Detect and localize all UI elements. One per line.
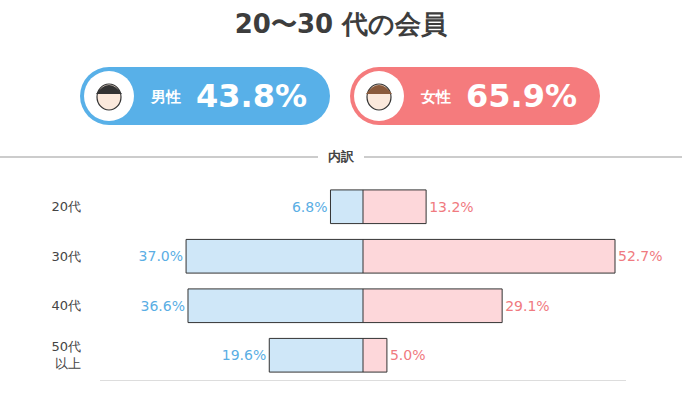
svg-text:男性: 男性 xyxy=(150,88,181,106)
svg-text:52.7%: 52.7% xyxy=(618,248,662,264)
svg-text:37.0%: 37.0% xyxy=(139,248,183,264)
svg-text:36.6%: 36.6% xyxy=(141,298,185,314)
svg-text:65.9%: 65.9% xyxy=(466,77,577,115)
svg-text:13.2%: 13.2% xyxy=(429,199,473,215)
svg-text:40代: 40代 xyxy=(51,298,81,313)
svg-text:19.6%: 19.6% xyxy=(222,347,266,363)
svg-text:43.8%: 43.8% xyxy=(196,77,307,115)
svg-text:29.1%: 29.1% xyxy=(505,298,549,314)
svg-text:女性: 女性 xyxy=(420,88,451,106)
svg-text:内訳: 内訳 xyxy=(328,149,355,164)
svg-text:30代: 30代 xyxy=(51,249,81,264)
svg-text:20〜30 代の会員: 20〜30 代の会員 xyxy=(235,9,447,39)
svg-text:20代: 20代 xyxy=(51,199,81,214)
svg-text:50代以上: 50代以上 xyxy=(51,339,81,371)
svg-text:5.0%: 5.0% xyxy=(390,347,426,363)
svg-text:6.8%: 6.8% xyxy=(292,199,328,215)
